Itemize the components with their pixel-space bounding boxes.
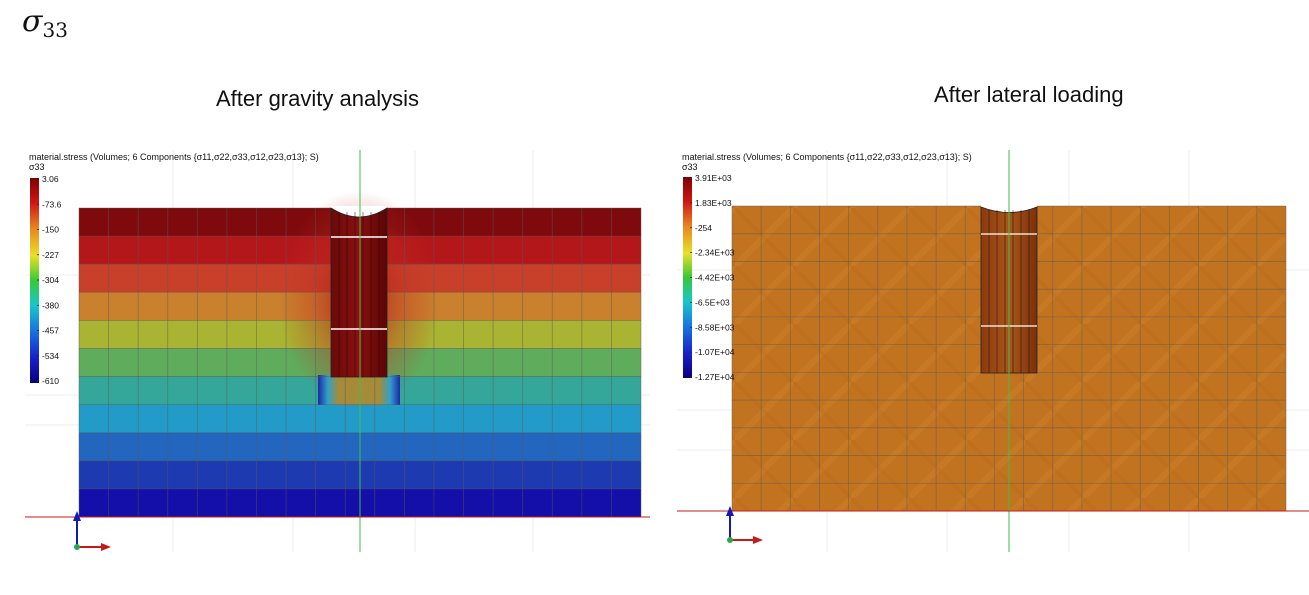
legend-tick-label: -610	[42, 376, 59, 386]
legend-tick-label: -380	[42, 300, 59, 310]
legend-tick-label: 3.91E+03	[695, 173, 732, 183]
legend-tick-label: -73.6	[42, 199, 62, 209]
pile-body	[330, 206, 388, 378]
pile-tip-stress-zone	[318, 375, 400, 405]
axis-triad	[73, 511, 111, 551]
axis-triad	[726, 506, 763, 544]
legend-header: material.stress (Volumes; 6 Components {…	[29, 152, 319, 162]
viewport-lateral-loading[interactable]: material.stress (Volumes; 6 Components {…	[677, 150, 1309, 552]
panel-title-gravity: After gravity analysis	[216, 86, 419, 111]
stress-component-heading: σ33	[22, 4, 68, 42]
panel-title-lateral: After lateral loading	[934, 82, 1124, 107]
legend-tick-label: -1.27E+04	[695, 372, 735, 382]
legend-tick-label: -304	[42, 275, 59, 285]
legend-tick-label: -254	[695, 223, 712, 233]
legend-colorbar: material.stress (Volumes; 6 Components {…	[682, 152, 972, 382]
sigma-symbol: σ	[22, 4, 43, 39]
sigma-subscript: 33	[42, 18, 68, 42]
legend-tick-label: -1.07E+04	[695, 347, 735, 357]
legend-tick-label: -150	[42, 225, 59, 235]
legend-tick-label: -6.5E+03	[695, 297, 730, 307]
legend-tick-label: -534	[42, 351, 59, 361]
legend-header: material.stress (Volumes; 6 Components {…	[682, 152, 972, 162]
viewport-gravity-analysis[interactable]: material.stress (Volumes; 6 Components {…	[25, 150, 650, 552]
legend-tick-label: -457	[42, 326, 59, 336]
legend-tick-label: 1.83E+03	[695, 198, 732, 208]
legend-tick-label: -227	[42, 250, 59, 260]
legend-tick-label: -4.42E+03	[695, 273, 735, 283]
legend-tick-label: 3.06	[42, 174, 59, 184]
legend-tick-label: -2.34E+03	[695, 248, 735, 258]
legend-tick-label: -8.58E+03	[695, 322, 735, 332]
legend-colorbar: material.stress (Volumes; 6 Components {…	[29, 152, 319, 386]
legend-component: σ33	[682, 162, 698, 172]
legend-component: σ33	[29, 162, 45, 172]
